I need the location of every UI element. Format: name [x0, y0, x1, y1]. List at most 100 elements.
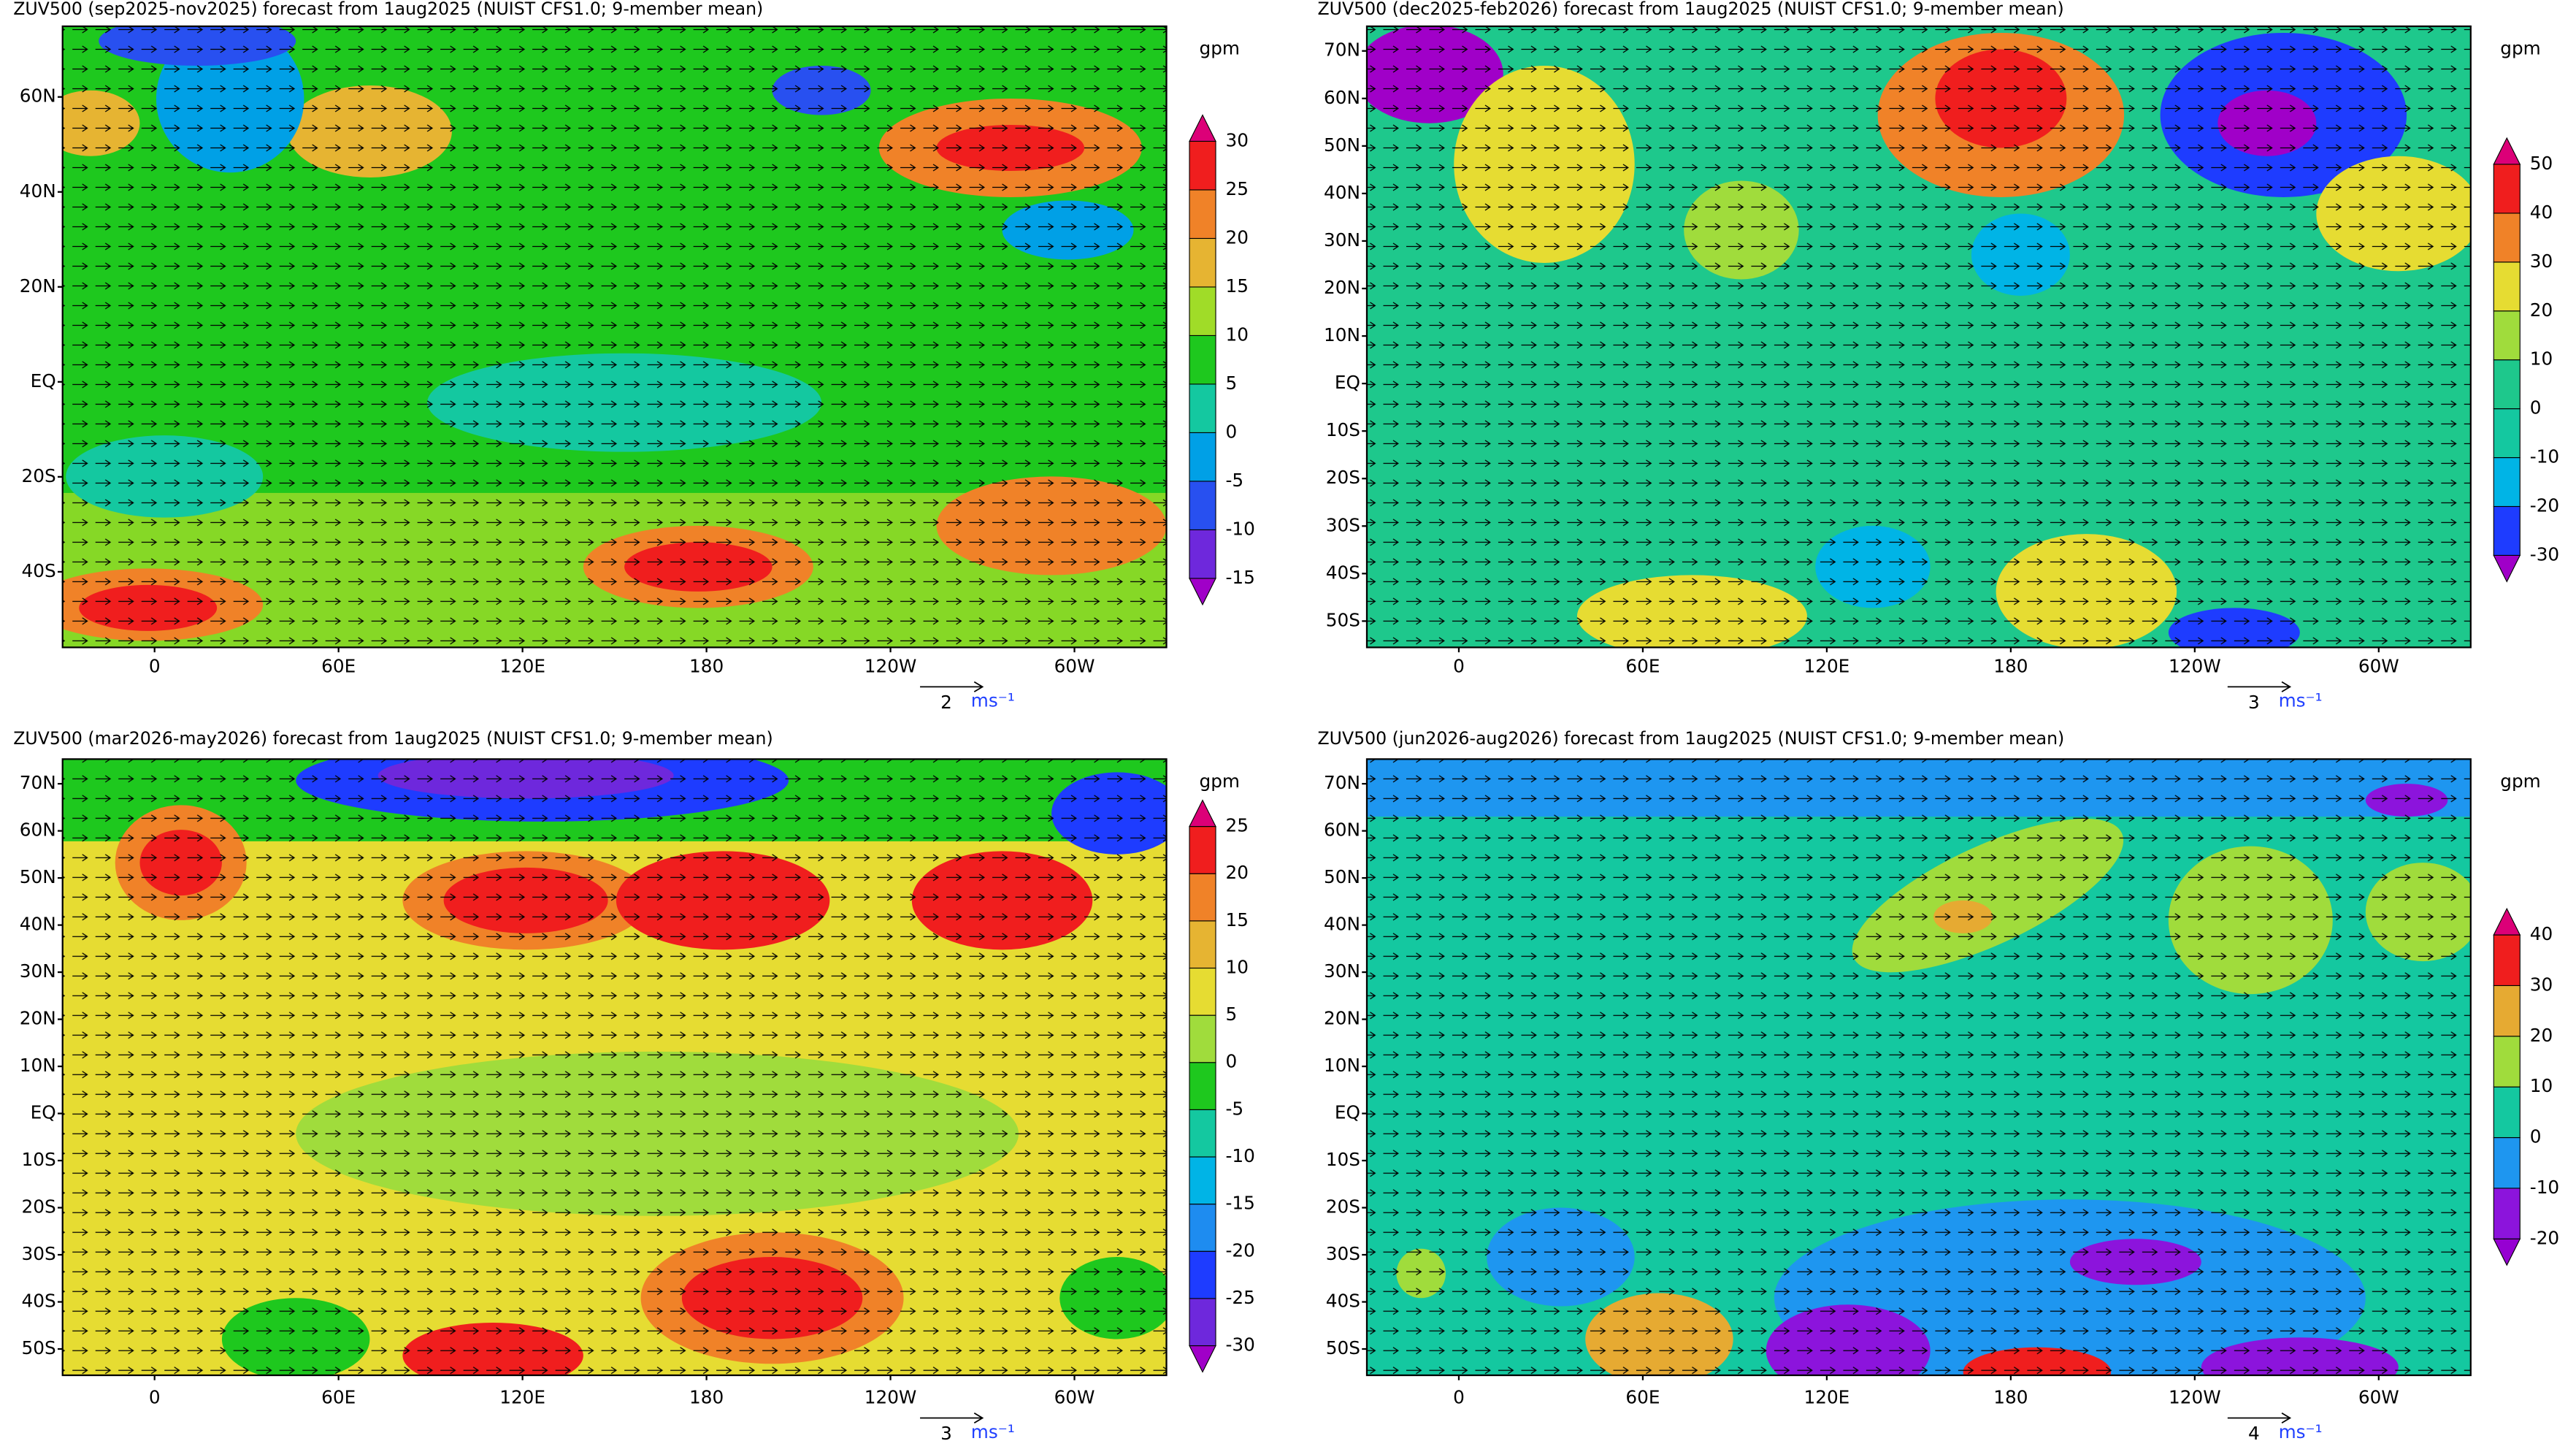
colorbar-label: -5 [1226, 470, 1244, 491]
colorbar-label: -20 [1226, 1239, 1255, 1261]
reference-vector [2227, 1412, 2292, 1424]
lat-tick-label: 20N [20, 275, 56, 297]
lon-tick-label: 60W [1054, 1387, 1095, 1408]
lat-tick-label: 20N [1324, 277, 1360, 298]
colorbar-label: -10 [2530, 446, 2559, 467]
colorbar-segment [1189, 1204, 1216, 1252]
lat-tick-label: 20S [1326, 1196, 1360, 1218]
colorbar-segment [2493, 261, 2521, 312]
colorbar-label: 0 [2530, 397, 2542, 418]
colorbar-label: 30 [2530, 251, 2553, 272]
lat-tick-label: 40S [22, 560, 56, 581]
lon-tick-label: 0 [1453, 655, 1465, 676]
reference-vector-unit: ms⁻¹ [2279, 690, 2323, 711]
colorbar-segment [1189, 432, 1216, 482]
lat-tick-label: 30N [1324, 960, 1360, 982]
reference-vector-unit: ms⁻¹ [971, 1421, 1015, 1441]
colorbar-label: 10 [1226, 956, 1249, 977]
lon-tick-label: 0 [1453, 1387, 1465, 1408]
colorbar-segment [2493, 1036, 2521, 1088]
lat-tick-label: 20N [20, 1008, 56, 1029]
lon-tick-label: 60W [1054, 655, 1095, 676]
colorbar-segment [2493, 1188, 2521, 1239]
colorbar-segment [1189, 529, 1216, 579]
units-label: gpm [1200, 37, 1241, 58]
lon-tick-label: 60E [1625, 1387, 1660, 1408]
colorbar-segment [2493, 408, 2521, 459]
lon-tick-label: 120E [1803, 1387, 1849, 1408]
colorbar-triangle [2493, 907, 2521, 936]
colorbar-label: 15 [1226, 275, 1249, 297]
units-label: gpm [2500, 37, 2541, 58]
colorbar-triangle [1189, 578, 1216, 606]
colorbar-label: 15 [1226, 909, 1249, 930]
lat-tick-label: 60N [20, 85, 56, 107]
colorbar-segment [2493, 213, 2521, 263]
colorbar-triangle [1189, 799, 1216, 827]
lat-tick-label: 70N [1324, 39, 1360, 61]
colorbar-segment [1189, 873, 1216, 922]
colorbar-segment [2493, 456, 2521, 508]
colorbar-segment [1189, 237, 1216, 288]
panel-title: ZUV500 (jun2026-aug2026) forecast from 1… [1317, 728, 2064, 749]
colorbar-label: 25 [1226, 178, 1249, 199]
lat-tick-label: 10S [22, 1149, 56, 1170]
lon-tick-label: 120E [1803, 655, 1849, 676]
colorbar-label: -30 [1226, 1334, 1255, 1356]
colorbar-label: 20 [2530, 1025, 2553, 1046]
lat-tick-label: 10N [20, 1055, 56, 1076]
lat-tick-label: 20S [22, 465, 56, 486]
lon-tick-label: 180 [1993, 655, 2028, 676]
colorbar-label: -15 [1226, 567, 1255, 588]
lat-tick-label: 40N [1324, 182, 1360, 203]
colorbar-segment [1189, 481, 1216, 530]
lat-tick-label: 40N [20, 914, 56, 935]
lat-tick-label: 60N [20, 819, 56, 841]
lat-tick-label: 50N [1324, 866, 1360, 887]
lat-tick-label: 30N [1324, 229, 1360, 251]
lat-tick-label: 70N [20, 772, 56, 793]
colorbar-triangle [2493, 554, 2521, 583]
reference-vector [920, 1412, 984, 1424]
colorbar-segment [2493, 164, 2521, 214]
colorbar-label: 20 [1226, 862, 1249, 883]
lat-tick-label: 10S [1326, 419, 1360, 440]
lat-tick-label: 70N [1324, 772, 1360, 793]
lon-tick-label: 0 [149, 655, 161, 676]
colorbar-segment [2493, 985, 2521, 1037]
lat-tick-label: 50N [20, 866, 56, 887]
colorbar-label: -10 [1226, 518, 1255, 539]
lat-tick-label: EQ [31, 370, 56, 391]
lat-tick-label: EQ [1335, 1102, 1360, 1123]
lat-tick-label: 50N [1324, 134, 1360, 156]
lon-tick-label: 120W [865, 655, 917, 676]
lat-tick-label: 10N [1324, 324, 1360, 345]
reference-vector-unit: ms⁻¹ [2279, 1421, 2323, 1441]
lat-tick-label: 20N [1324, 1008, 1360, 1029]
map-frame [61, 25, 1168, 649]
colorbar-label: 20 [2530, 299, 2553, 321]
lat-tick-label: 30S [1326, 1243, 1360, 1264]
colorbar-segment [2493, 310, 2521, 361]
colorbar-segment [1189, 920, 1216, 969]
colorbar-triangle [2493, 137, 2521, 165]
colorbar-segment [2493, 359, 2521, 410]
lat-tick-label: 40S [1326, 562, 1360, 583]
colorbar-label: 5 [1226, 372, 1238, 394]
colorbar-segment [1189, 1109, 1216, 1158]
colorbar-label: -25 [1226, 1287, 1255, 1308]
colorbar-segment [1189, 286, 1216, 337]
reference-vector-value: 3 [940, 1423, 952, 1441]
reference-vector-unit: ms⁻¹ [971, 690, 1015, 711]
panel-title: ZUV500 (dec2025-feb2026) forecast from 1… [1317, 0, 2063, 19]
lat-tick-label: 40S [22, 1291, 56, 1312]
lon-tick-label: 60W [2358, 1387, 2399, 1408]
lon-tick-label: 180 [1993, 1387, 2028, 1408]
lon-tick-label: 180 [689, 655, 724, 676]
units-label: gpm [2500, 771, 2541, 792]
lat-tick-label: 60N [1324, 87, 1360, 108]
map-field [1366, 759, 2471, 1376]
colorbar-segment [1189, 189, 1216, 240]
colorbar-label: 5 [1226, 1004, 1238, 1025]
colorbar-segment [1189, 140, 1216, 191]
